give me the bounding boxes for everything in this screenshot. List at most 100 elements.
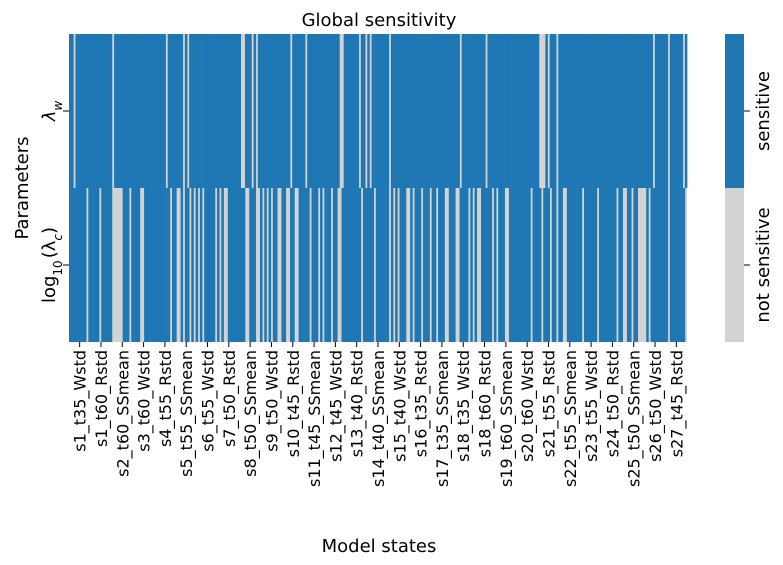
xtick-label: s26_t50_Wstd (646, 350, 666, 462)
heatmap-cell-log10-lambda-c-244 (592, 188, 596, 342)
heatmap-cell-log10-lambda-c-281 (671, 188, 675, 342)
heatmap-cell-lambda-w-8 (86, 34, 89, 188)
heatmap-cell-log10-lambda-c-179 (453, 188, 456, 342)
heatmap-cell-lambda-w-180 (455, 34, 458, 188)
heatmap-cell-lambda-w-19 (109, 34, 113, 188)
heatmap-cell-lambda-w-13 (96, 34, 100, 188)
heatmap-cell-log10-lambda-c-96 (275, 188, 278, 342)
heatmap-cell-lambda-w-226 (553, 34, 557, 188)
heatmap-cell-lambda-w-143 (375, 34, 379, 188)
xtick-label: s4_t55_Rstd (156, 350, 176, 447)
heatmap-cell-log10-lambda-c-113 (311, 188, 314, 342)
heatmap-cell-log10-lambda-c-194 (485, 188, 488, 342)
xtick-label: s7_t50_Rstd (220, 350, 240, 447)
heatmap-cell-log10-lambda-c-45 (165, 188, 169, 342)
heatmap-cell-log10-lambda-c-210 (519, 188, 523, 342)
heatmap-cell-lambda-w-253 (611, 34, 615, 188)
heatmap-cell-lambda-w-118 (322, 34, 325, 188)
heatmap-cell-lambda-w-178 (450, 34, 454, 188)
heatmap-cell-lambda-w-273 (654, 34, 658, 188)
heatmap-cell-lambda-w-129 (345, 34, 349, 188)
heatmap-cell-log10-lambda-c-133 (354, 188, 357, 342)
heatmap-cell-log10-lambda-c-237 (577, 188, 581, 342)
heatmap-cell-lambda-w-160 (412, 34, 415, 188)
heatmap-cell-lambda-w-56 (189, 34, 192, 188)
heatmap-cell-lambda-w-262 (631, 34, 634, 188)
heatmap-cell-log10-lambda-c-110 (305, 188, 308, 342)
heatmap-cell-log10-lambda-c-264 (635, 188, 638, 342)
heatmap-cell-log10-lambda-c-36 (146, 188, 149, 342)
heatmap-cell-log10-lambda-c-18 (107, 188, 111, 342)
heatmap-cell-lambda-w-75 (229, 34, 233, 188)
heatmap-cell-lambda-w-216 (532, 34, 535, 188)
heatmap-cell-log10-lambda-c-274 (656, 188, 660, 342)
heatmap-cell-lambda-w-97 (277, 34, 280, 188)
heatmap-cell-lambda-w-166 (425, 34, 428, 188)
heatmap-cell-lambda-w-1 (71, 34, 74, 188)
heatmap-cell-log10-lambda-c-236 (575, 188, 578, 342)
xtick-label: s23_t55_Wstd (582, 350, 602, 462)
heatmap-cell-lambda-w-153 (397, 34, 400, 188)
heatmap-cell-lambda-w-240 (584, 34, 587, 188)
heatmap-cell-log10-lambda-c-65 (208, 188, 211, 342)
heatmap-cell-log10-lambda-c-16 (103, 188, 106, 342)
heatmap-cell-lambda-w-206 (511, 34, 514, 188)
heatmap-cell-lambda-w-4 (77, 34, 81, 188)
heatmap-cell-lambda-w-9 (88, 34, 91, 188)
heatmap-cell-lambda-w-15 (101, 34, 104, 188)
heatmap-cell-lambda-w-71 (221, 34, 224, 188)
heatmap-cell-lambda-w-48 (172, 34, 175, 188)
heatmap-cell-log10-lambda-c-55 (187, 188, 190, 342)
heatmap-cell-lambda-w-61 (199, 34, 203, 188)
heatmap-cell-lambda-w-164 (420, 34, 424, 188)
heatmap-cell-log10-lambda-c-91 (264, 188, 267, 342)
heatmap-cell-log10-lambda-c-39 (152, 188, 156, 342)
xtick-label: s8_t50_SSmean (241, 350, 261, 477)
heatmap-cell-lambda-w-119 (324, 34, 327, 188)
heatmap-cell-lambda-w-159 (410, 34, 413, 188)
heatmap-cell-lambda-w-115 (315, 34, 319, 188)
heatmap-cell-log10-lambda-c-223 (547, 188, 551, 342)
heatmap-cell-lambda-w-199 (496, 34, 499, 188)
heatmap-cell-lambda-w-64 (206, 34, 209, 188)
heatmap-cell-lambda-w-185 (465, 34, 469, 188)
heatmap-cell-log10-lambda-c-141 (371, 188, 375, 342)
heatmap-cell-log10-lambda-c-283 (676, 188, 679, 342)
heatmap-cell-log10-lambda-c-111 (307, 188, 310, 342)
heatmap-cell-log10-lambda-c-63 (204, 188, 207, 342)
heatmap-cell-log10-lambda-c-216 (532, 188, 535, 342)
heatmap-cell-lambda-w-255 (616, 34, 619, 188)
heatmap-cell-log10-lambda-c-166 (425, 188, 428, 342)
heatmap-cell-log10-lambda-c-165 (423, 188, 426, 342)
xtick-label: s18_t60_Rstd (476, 350, 496, 457)
heatmap-cell-lambda-w-261 (629, 34, 632, 188)
heatmap-cell-lambda-w-190 (476, 34, 480, 188)
heatmap-cell-log10-lambda-c-132 (352, 188, 355, 342)
heatmap-cell-lambda-w-196 (489, 34, 493, 188)
heatmap-cell-lambda-w-54 (184, 34, 188, 188)
heatmap-cell-log10-lambda-c-242 (588, 188, 591, 342)
heatmap-cell-lambda-w-142 (373, 34, 377, 188)
x-axis-label: Model states (322, 536, 437, 557)
heatmap-cell-lambda-w-213 (526, 34, 529, 188)
heatmap-cell-log10-lambda-c-218 (536, 188, 540, 342)
y-ticks: λw log10(λc) (39, 101, 69, 303)
heatmap-cell-log10-lambda-c-59 (195, 188, 199, 342)
heatmap-cell-lambda-w-76 (232, 34, 235, 188)
xtick-label: s2_t60_SSmean (113, 350, 133, 477)
heatmap-cell-lambda-w-121 (328, 34, 332, 188)
heatmap-cell-log10-lambda-c-201 (500, 188, 503, 342)
heatmap-cell-lambda-w-82 (244, 34, 248, 188)
heatmap-cell-lambda-w-30 (133, 34, 136, 188)
heatmap-cell-log10-lambda-c-169 (431, 188, 435, 342)
heatmap-cell-lambda-w-50 (176, 34, 179, 188)
heatmap-cell-lambda-w-258 (622, 34, 626, 188)
heatmap-cell-lambda-w-89 (259, 34, 263, 188)
xtick-label: s6_t55_Wstd (199, 350, 219, 452)
heatmap-cell-log10-lambda-c-221 (543, 188, 546, 342)
heatmap-cell-log10-lambda-c-140 (369, 188, 372, 342)
heatmap-cell-log10-lambda-c-145 (380, 188, 383, 342)
xtick-label: s15_t40_Wstd (390, 350, 410, 462)
heatmap-cell-lambda-w-104 (292, 34, 295, 188)
heatmap-cell-log10-lambda-c-252 (609, 188, 613, 342)
